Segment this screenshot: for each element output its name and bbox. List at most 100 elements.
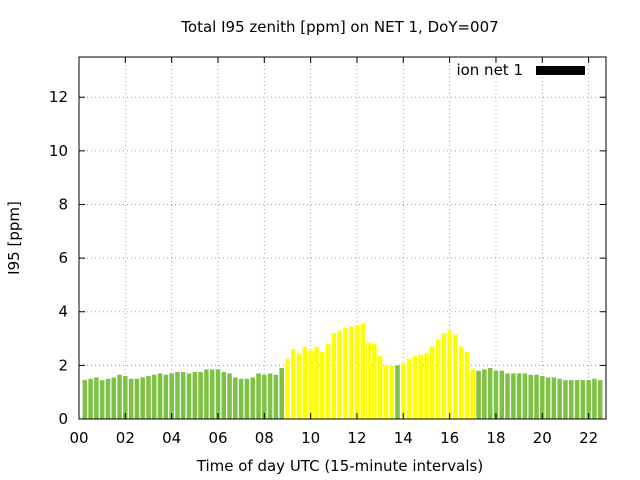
bar	[267, 373, 273, 419]
x-tick-label: 22	[579, 429, 598, 447]
bar	[511, 373, 516, 419]
bar	[250, 377, 255, 419]
bar	[545, 377, 551, 419]
bar	[505, 373, 510, 419]
bar	[447, 330, 452, 419]
bar	[354, 325, 360, 419]
y-tick-label: 12	[49, 88, 68, 106]
legend-swatch	[536, 66, 585, 75]
grid-lines	[79, 57, 606, 419]
bar	[372, 343, 377, 419]
y-tick-label: 10	[49, 142, 68, 160]
x-tick-label: 08	[255, 429, 274, 447]
bar	[406, 358, 412, 419]
bar	[516, 373, 522, 419]
x-tick-label: 06	[208, 429, 227, 447]
bar	[499, 370, 505, 419]
bar	[134, 378, 140, 419]
bar	[383, 365, 389, 419]
bar	[487, 368, 493, 419]
bar	[534, 374, 539, 419]
bar	[111, 377, 117, 419]
bar	[319, 351, 325, 419]
x-tick-label: 02	[116, 429, 135, 447]
y-tick-label: 8	[58, 195, 68, 213]
bar	[244, 378, 250, 419]
bar	[493, 370, 499, 419]
bar	[256, 373, 261, 419]
bar	[482, 369, 487, 419]
legend: ion net 1	[456, 61, 585, 79]
bar	[169, 373, 174, 419]
bar	[215, 369, 221, 419]
bar	[146, 376, 151, 419]
y-tick-label: 2	[58, 356, 68, 374]
x-tick-label: 00	[69, 429, 88, 447]
bar	[123, 376, 128, 419]
bar	[412, 355, 418, 419]
bar	[163, 374, 169, 419]
x-tick-label: 20	[533, 429, 552, 447]
bar	[128, 378, 134, 419]
x-tick-label: 04	[162, 429, 181, 447]
bar	[99, 380, 105, 419]
bar	[314, 346, 319, 419]
y-axis-label: I95 [ppm]	[5, 201, 23, 275]
bar	[389, 365, 394, 419]
bar	[296, 353, 302, 419]
bar	[435, 339, 441, 419]
bar	[360, 323, 366, 419]
bar	[157, 373, 163, 419]
x-tick-label: 14	[394, 429, 413, 447]
bar	[94, 377, 99, 419]
bar	[441, 333, 447, 419]
bar	[262, 374, 267, 419]
y-tick-label: 6	[58, 249, 68, 267]
bar	[574, 380, 580, 419]
bar	[464, 351, 470, 419]
bar	[366, 342, 371, 419]
bar	[325, 343, 331, 419]
bar	[568, 380, 574, 419]
bar	[152, 374, 157, 419]
bar	[395, 365, 400, 419]
bar	[586, 380, 591, 419]
bar	[238, 378, 244, 419]
bar	[551, 377, 557, 419]
bar	[528, 374, 533, 419]
bar	[540, 376, 545, 419]
y-tick-label: 0	[58, 410, 68, 428]
bar	[227, 373, 232, 419]
bar	[348, 326, 354, 419]
bar	[140, 377, 145, 419]
bar	[198, 372, 203, 419]
bar	[209, 369, 215, 419]
bar	[82, 380, 88, 419]
bar	[279, 368, 284, 419]
bar	[343, 327, 348, 419]
bar	[105, 378, 111, 419]
bar	[401, 362, 406, 419]
x-tick-label: 10	[301, 429, 320, 447]
bar	[175, 372, 180, 419]
bar	[453, 334, 458, 419]
bar	[117, 374, 122, 419]
bar	[233, 377, 238, 419]
bar	[337, 330, 342, 419]
bar	[377, 355, 383, 419]
bar	[291, 349, 296, 419]
bar	[186, 373, 192, 419]
bar	[557, 378, 562, 419]
bar	[418, 354, 423, 419]
x-tick-label: 16	[440, 429, 459, 447]
bar	[192, 372, 198, 419]
x-tick-label: 12	[347, 429, 366, 447]
bar	[88, 378, 93, 419]
bar	[597, 380, 603, 419]
x-tick-label: 18	[486, 429, 505, 447]
bar	[180, 372, 186, 419]
bars	[82, 323, 603, 419]
bar	[204, 369, 209, 419]
